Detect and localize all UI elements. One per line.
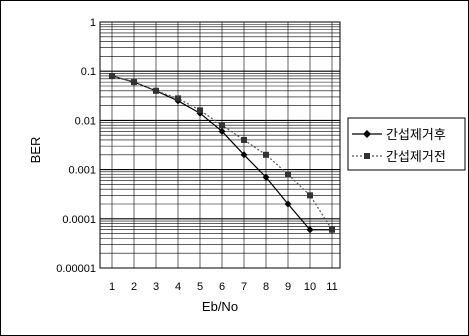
- series-2-point: [197, 107, 203, 114]
- x-tick-label: 5: [197, 281, 203, 293]
- x-tick-label: 2: [131, 281, 137, 293]
- y-tick-label: 0.1: [81, 66, 96, 78]
- series-2-point: [329, 226, 335, 233]
- y-tick-labels: 1 0.1 0.01 0.001 0.0001 0.00001: [56, 17, 96, 275]
- x-tick-label: 3: [153, 281, 159, 293]
- series-2-point: [153, 87, 159, 94]
- x-tick-label: 10: [304, 281, 316, 293]
- series-2-point: [219, 122, 225, 129]
- series-2-point: [241, 136, 247, 143]
- series-2-point: [307, 192, 313, 199]
- series-1-point: [218, 127, 226, 135]
- y-tick-label: 0.001: [68, 165, 96, 177]
- x-tick-label: 8: [263, 281, 269, 293]
- series-1-point: [262, 173, 270, 181]
- series-1-point: [306, 226, 314, 234]
- x-tick-label: 7: [241, 281, 247, 293]
- x-tick-label: 11: [326, 281, 337, 293]
- series-1-point: [240, 151, 248, 159]
- y-tick-label: 1: [90, 17, 96, 29]
- x-tick-label: 1: [109, 281, 115, 293]
- x-tick-labels: 1 2 3 4 5 6 7 8 9 10 11: [109, 281, 338, 293]
- legend: 간섭제거후 간섭제거전: [347, 117, 466, 171]
- series-2-point: [109, 72, 115, 79]
- series-2-point: [131, 79, 137, 86]
- legend-label-series-2: 간섭제거전: [386, 149, 446, 164]
- y-tick-label: 0.00001: [56, 263, 96, 275]
- legend-marker-series-2: [364, 153, 370, 159]
- series-2-point: [285, 171, 291, 178]
- series-2-point: [263, 151, 269, 158]
- series-group: [108, 72, 336, 234]
- x-tick-label: 4: [175, 281, 181, 293]
- plot-area-frame: [99, 21, 341, 269]
- x-tick-label: 6: [219, 281, 225, 293]
- series-2-point: [175, 95, 181, 102]
- y-tick-label: 0.01: [75, 115, 96, 127]
- legend-marker-series-1: [363, 130, 371, 138]
- x-axis-label: Eb/No: [202, 299, 238, 314]
- series-1-point: [284, 200, 292, 208]
- y-tick-label: 0.0001: [62, 214, 96, 226]
- y-axis-label: BER: [28, 137, 43, 164]
- legend-box: [347, 117, 466, 171]
- x-tick-label: 9: [285, 281, 291, 293]
- legend-label-series-1: 간섭제거후: [386, 127, 446, 142]
